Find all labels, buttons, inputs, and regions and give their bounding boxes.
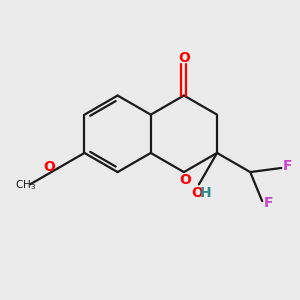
Text: O: O xyxy=(191,186,203,200)
Text: O: O xyxy=(43,160,55,174)
Text: H: H xyxy=(200,186,212,200)
Text: O: O xyxy=(179,173,191,187)
Text: F: F xyxy=(264,196,273,210)
Text: F: F xyxy=(283,160,292,173)
Text: CH$_3$: CH$_3$ xyxy=(15,178,36,192)
Text: O: O xyxy=(178,51,190,65)
